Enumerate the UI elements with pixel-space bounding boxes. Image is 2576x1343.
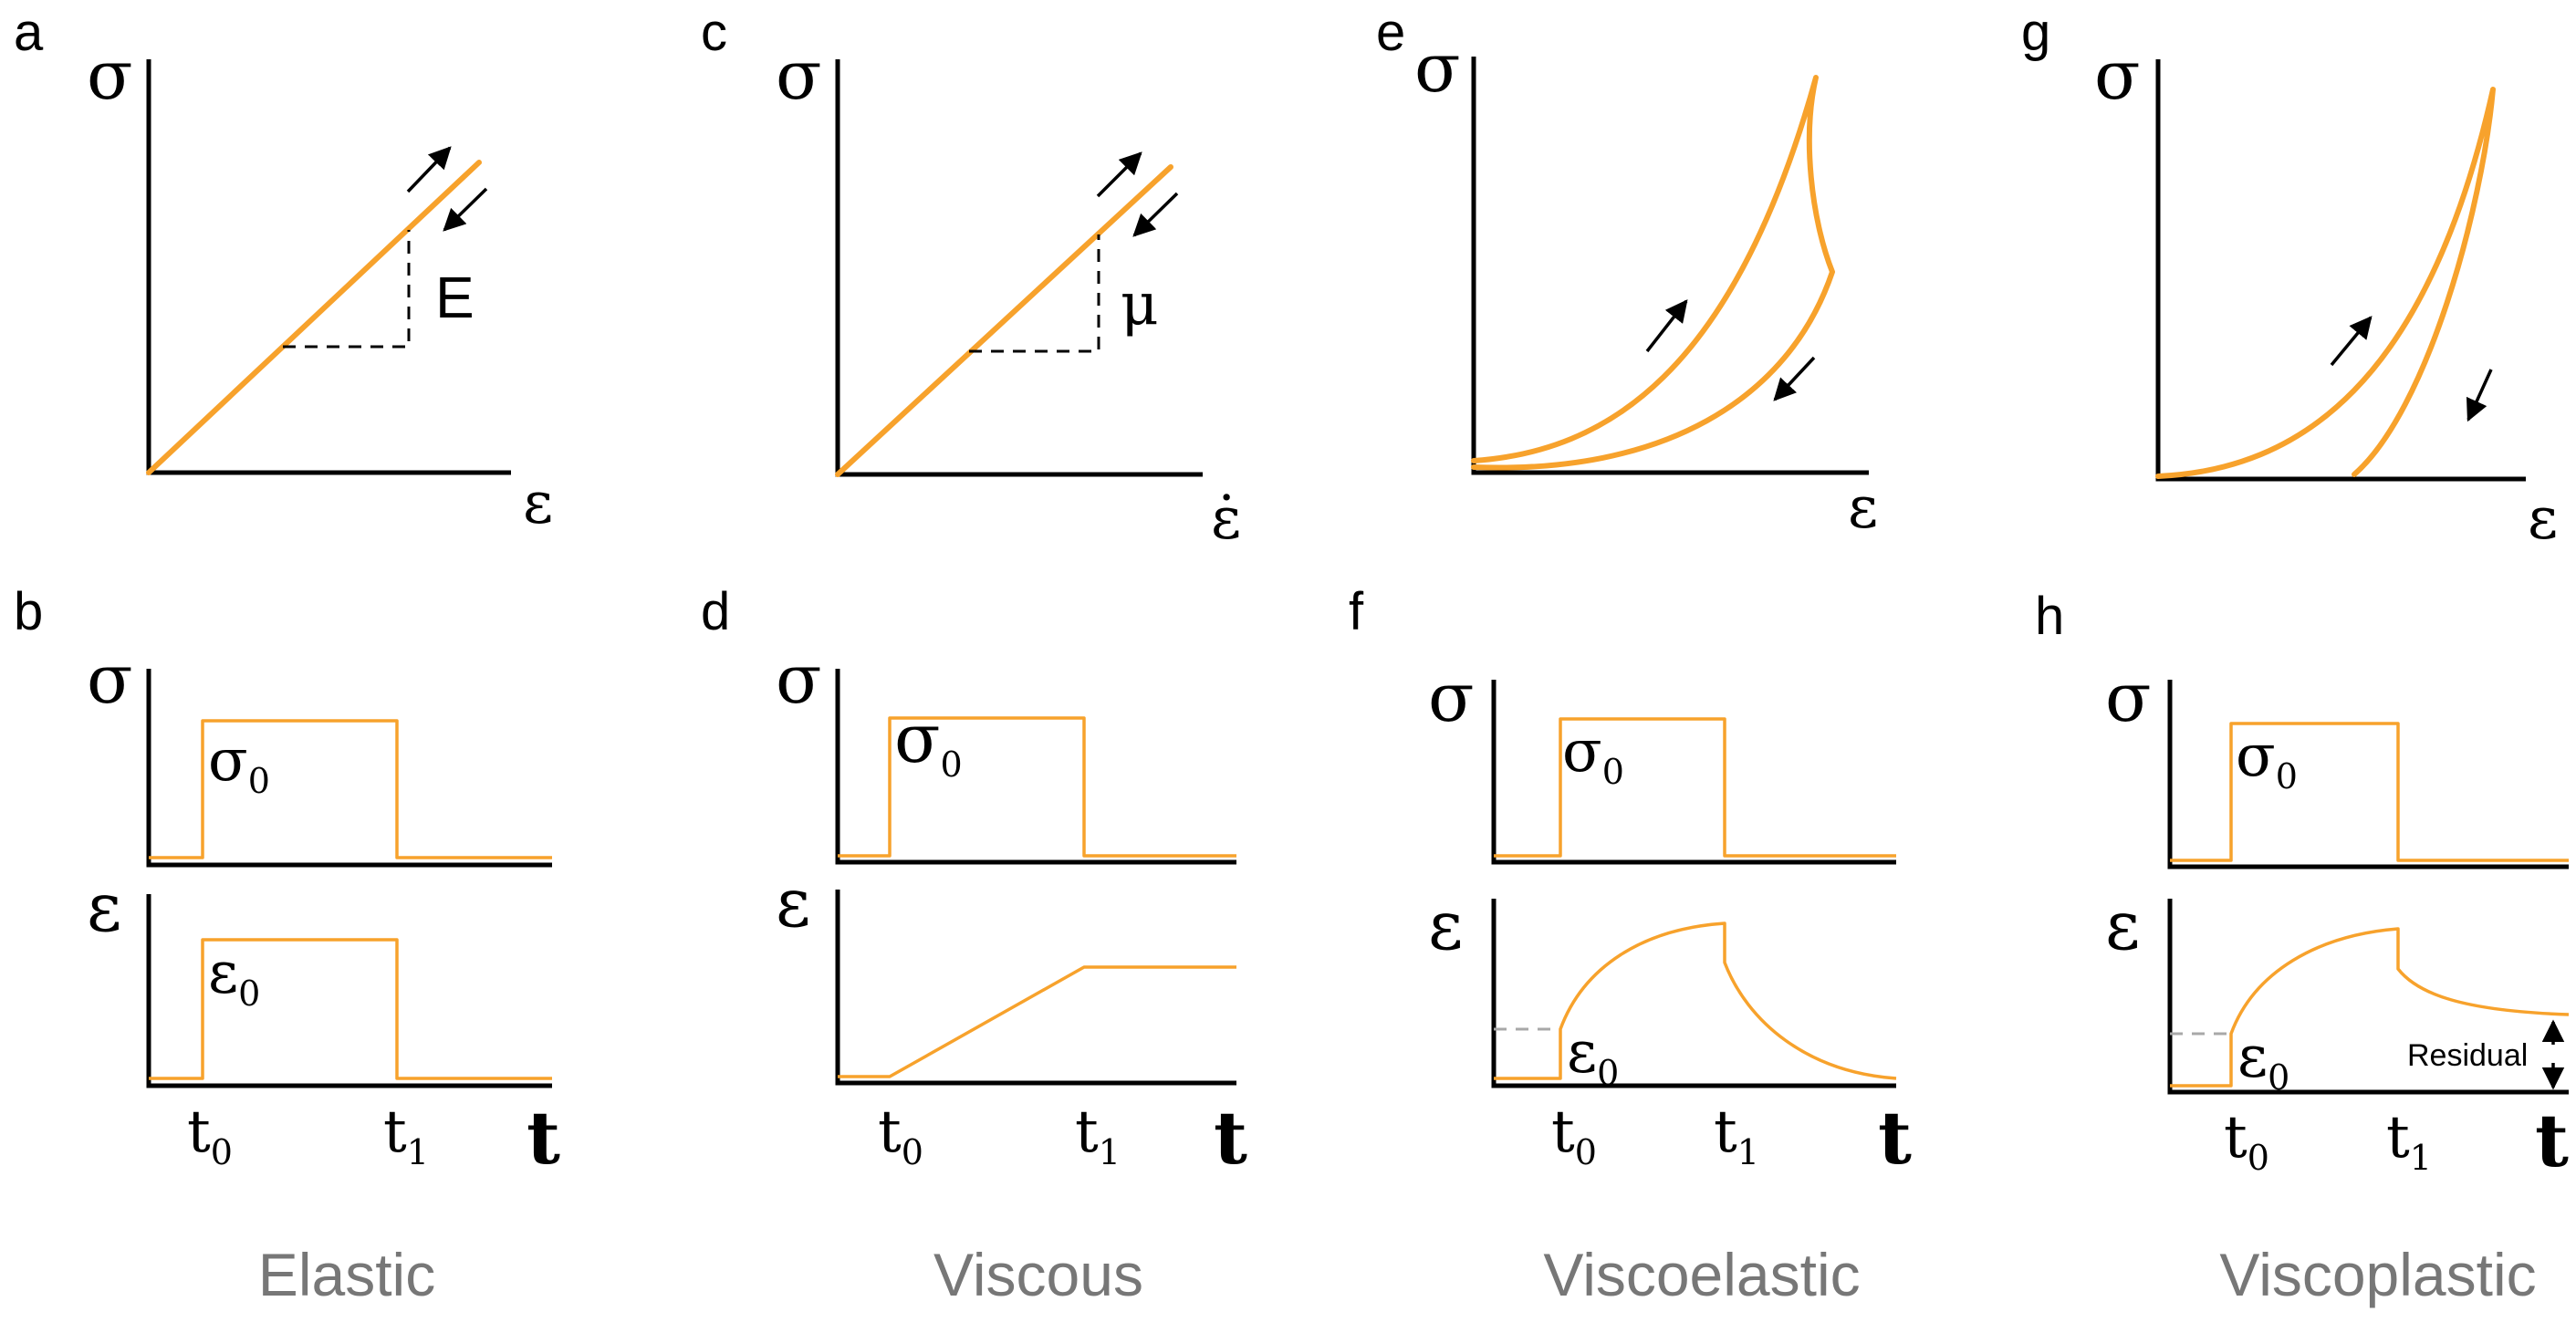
panel-letter-c: c xyxy=(701,3,727,62)
category-viscoplastic: Viscoplastic xyxy=(2219,1241,2536,1308)
slope-label-e: E xyxy=(435,265,475,330)
stress-level-b: σ0 xyxy=(208,727,270,801)
t0-label-b: t0 xyxy=(187,1098,233,1172)
stress-axis-label-h: σ xyxy=(2105,659,2152,737)
strain-axes-b xyxy=(146,894,552,1088)
stress-level-f: σ0 xyxy=(1562,718,1624,792)
panel-c: c σ μ ε̇ xyxy=(701,3,1241,553)
y-axis-label-g: σ xyxy=(2094,36,2141,115)
panel-letter-f: f xyxy=(1349,582,1364,641)
residual-label: Residual xyxy=(2407,1038,2528,1073)
time-axis-label-b: t xyxy=(527,1095,560,1181)
unloading-arrow-g xyxy=(2466,369,2493,422)
unloading-arrow-a xyxy=(443,187,488,232)
stress-axis-label-b: σ xyxy=(87,640,133,719)
stress-pulse-d xyxy=(838,716,1236,858)
category-viscous: Viscous xyxy=(933,1241,1143,1308)
panel-g: g σ ε xyxy=(2021,3,2558,553)
stress-axes-f xyxy=(1491,680,1896,865)
stress-level-d: σ0 xyxy=(894,700,963,785)
category-elastic: Elastic xyxy=(258,1241,435,1308)
stress-axes-h xyxy=(2167,680,2569,869)
t1-label-f: t1 xyxy=(1714,1098,1759,1172)
strain-axis-label-h: ε xyxy=(2105,887,2140,965)
panel-f: f σ σ0 ε ε0 t0 t1 t xyxy=(1349,582,1912,1181)
loading-arrow-a xyxy=(406,146,452,193)
panel-d: d σ σ0 ε t0 t1 t xyxy=(701,582,1247,1181)
stress-pulse-b xyxy=(149,719,552,859)
unloading-arrow-e xyxy=(1773,356,1816,401)
slope-triangle-a xyxy=(283,230,411,349)
x-axis-label-a: ε xyxy=(523,470,553,537)
y-axis-label-a: σ xyxy=(87,36,133,115)
strain-creep-recovery-h xyxy=(2170,927,2570,1088)
panel-letter-e: e xyxy=(1376,3,1405,62)
strain-axes-h xyxy=(2167,899,2569,1095)
strain-ramp-d xyxy=(838,965,1236,1078)
time-axis-label-f: t xyxy=(1878,1095,1912,1181)
category-labels: Elastic Viscous Viscoelastic Viscoplasti… xyxy=(258,1241,2537,1308)
x-axis-label-c: ε̇ xyxy=(1211,485,1241,553)
panel-letter-d: d xyxy=(701,582,730,641)
time-axis-label-d: t xyxy=(1214,1095,1247,1181)
strain-axis-label-b: ε xyxy=(87,869,121,947)
panel-b: b σ σ0 ε ε0 t0 t1 t xyxy=(14,582,560,1181)
t0-label-d: t0 xyxy=(878,1098,923,1172)
stress-axis-label-f: σ xyxy=(1428,659,1475,737)
strain-level-h: ε0 xyxy=(2237,1024,2289,1098)
y-axis-label-e: σ xyxy=(1414,29,1461,108)
axes-e xyxy=(1471,57,1869,475)
panel-e: e σ ε xyxy=(1376,3,1878,542)
axes-c xyxy=(835,59,1203,477)
stress-axes-d xyxy=(835,669,1236,865)
slope-triangle-c xyxy=(969,234,1100,353)
panel-letter-h: h xyxy=(2035,587,2064,646)
panel-h: h σ σ0 ε ε0 Residual t0 t1 t xyxy=(2035,587,2570,1183)
strain-level-b: ε0 xyxy=(208,940,260,1014)
loading-arrow-e xyxy=(1645,299,1688,353)
panel-letter-g: g xyxy=(2021,3,2050,62)
panel-letter-a: a xyxy=(14,3,44,62)
unloading-arrow-c xyxy=(1132,192,1179,237)
stress-pulse-f xyxy=(1494,717,1896,858)
t0-label-h: t0 xyxy=(2224,1104,2269,1178)
x-axis-label-g: ε xyxy=(2528,485,2558,553)
t1-label-d: t1 xyxy=(1075,1098,1121,1172)
t1-label-b: t1 xyxy=(383,1098,429,1172)
y-axis-label-c: σ xyxy=(776,36,822,115)
strain-axes-f xyxy=(1491,899,1896,1088)
strain-level-f: ε0 xyxy=(1567,1019,1619,1093)
stress-axis-label-d: σ xyxy=(776,640,822,719)
stress-pulse-h xyxy=(2170,722,2569,862)
slope-label-mu: μ xyxy=(1121,271,1159,338)
strain-axis-label-d: ε xyxy=(776,864,810,942)
strain-axes-d xyxy=(835,890,1236,1086)
viscoplastic-curve xyxy=(2155,87,2496,479)
viscous-line xyxy=(835,164,1173,477)
loading-arrow-c xyxy=(1096,151,1142,198)
panel-letter-b: b xyxy=(14,582,43,641)
strain-creep-recovery-f xyxy=(1494,921,1897,1080)
time-axis-label-h: t xyxy=(2535,1098,2569,1183)
category-viscoelastic: Viscoelastic xyxy=(1543,1241,1860,1308)
strain-pulse-b xyxy=(149,938,552,1080)
stress-axes-b xyxy=(146,669,552,868)
panel-a: a σ E ε xyxy=(14,3,553,537)
x-axis-label-e: ε xyxy=(1848,474,1878,542)
viscoelastic-loop xyxy=(1471,75,1835,471)
loading-arrow-g xyxy=(2330,316,2373,367)
t1-label-h: t1 xyxy=(2386,1104,2432,1178)
strain-axis-label-f: ε xyxy=(1428,887,1463,965)
t0-label-f: t0 xyxy=(1551,1098,1597,1172)
stress-level-h: σ0 xyxy=(2236,723,2298,796)
elastic-line xyxy=(146,160,482,475)
